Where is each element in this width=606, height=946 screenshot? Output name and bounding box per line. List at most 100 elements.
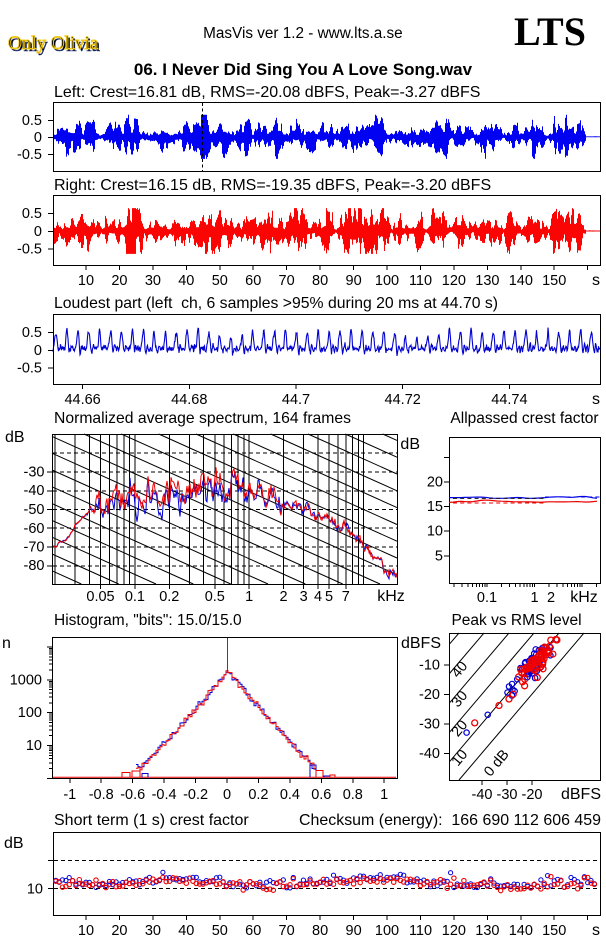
svg-text:06. I Never Did Sing You A Lov: 06. I Never Did Sing You A Love Song.wav	[134, 60, 473, 79]
svg-text:-70: -70	[24, 540, 45, 556]
svg-text:44.66: 44.66	[64, 392, 100, 408]
svg-text:0.1: 0.1	[125, 589, 145, 605]
svg-text:110: 110	[409, 923, 432, 939]
svg-text:10: 10	[27, 881, 43, 897]
svg-text:-80: -80	[24, 558, 45, 574]
svg-text:80: 80	[312, 923, 328, 939]
svg-text:1000: 1000	[10, 672, 42, 688]
svg-text:dBFS: dBFS	[561, 786, 601, 803]
svg-text:20: 20	[111, 273, 127, 289]
svg-text:-40: -40	[419, 746, 440, 762]
svg-text:dBFS: dBFS	[401, 635, 441, 652]
svg-text:20: 20	[111, 923, 127, 939]
svg-text:4: 4	[314, 589, 322, 605]
svg-text:90: 90	[346, 923, 362, 939]
svg-text:0.1: 0.1	[477, 590, 497, 606]
svg-text:5: 5	[435, 548, 443, 564]
svg-text:20: 20	[449, 717, 472, 740]
svg-text:0: 0	[34, 130, 42, 146]
svg-text:Normalized average spectrum, 1: Normalized average spectrum, 164 frames	[54, 410, 351, 427]
svg-text:Histogram, "bits": 15.0/15.0: Histogram, "bits": 15.0/15.0	[54, 612, 242, 629]
svg-text:100: 100	[375, 273, 399, 289]
svg-text:10: 10	[427, 524, 443, 540]
svg-text:0.8: 0.8	[343, 787, 363, 803]
svg-text:60: 60	[245, 273, 261, 289]
svg-text:110: 110	[409, 273, 432, 289]
svg-text:-60: -60	[24, 521, 45, 537]
svg-text:-0.6: -0.6	[120, 787, 145, 803]
svg-text:1: 1	[380, 787, 388, 803]
svg-text:44.72: 44.72	[385, 392, 421, 408]
svg-text:0.5: 0.5	[205, 589, 225, 605]
svg-text:n: n	[2, 635, 11, 652]
svg-text:80: 80	[312, 273, 328, 289]
svg-text:Only Olivia: Only Olivia	[8, 33, 99, 54]
svg-text:100: 100	[375, 923, 399, 939]
svg-text:10: 10	[78, 923, 94, 939]
svg-text:Allpassed crest factor: Allpassed crest factor	[450, 410, 598, 427]
svg-text:1: 1	[245, 589, 253, 605]
svg-text:30: 30	[145, 923, 161, 939]
svg-text:Right: Crest=16.15 dB, RMS=-19: Right: Crest=16.15 dB, RMS=-19.35 dBFS, …	[54, 177, 491, 194]
svg-text:-40: -40	[472, 787, 493, 803]
svg-text:40: 40	[178, 923, 194, 939]
svg-text:0: 0	[34, 343, 42, 359]
svg-text:0.2: 0.2	[248, 787, 268, 803]
svg-text:20: 20	[427, 475, 443, 491]
svg-text:-0.5: -0.5	[17, 147, 42, 163]
svg-text:-20: -20	[419, 687, 440, 703]
svg-text:2: 2	[280, 589, 288, 605]
svg-text:s: s	[592, 922, 600, 939]
svg-text:0.6: 0.6	[311, 787, 331, 803]
svg-text:10: 10	[26, 738, 42, 754]
svg-text:130: 130	[475, 923, 499, 939]
svg-text:kHz: kHz	[570, 589, 598, 606]
svg-text:40: 40	[178, 273, 194, 289]
svg-text:Loudest part (left ch, 6 samp: Loudest part (left ch, 6 samples >95% du…	[54, 295, 498, 312]
svg-text:1: 1	[530, 590, 538, 606]
svg-text:130: 130	[475, 273, 499, 289]
svg-text:Only Olivia: Only Olivia	[10, 35, 101, 56]
svg-text:-1: -1	[63, 787, 76, 803]
svg-text:15: 15	[427, 499, 443, 515]
svg-text:LTS: LTS	[514, 9, 586, 54]
svg-text:MasVis ver 1.2 - www.lts.a.se: MasVis ver 1.2 - www.lts.a.se	[203, 25, 403, 42]
svg-text:100: 100	[18, 705, 42, 721]
svg-text:0.4: 0.4	[280, 787, 300, 803]
svg-text:kHz: kHz	[377, 588, 405, 605]
svg-text:2: 2	[547, 590, 555, 606]
svg-text:150: 150	[542, 923, 566, 939]
svg-text:-0.8: -0.8	[89, 787, 114, 803]
svg-text:dB: dB	[4, 835, 24, 852]
svg-text:Checksum (energy): 166 690 11: Checksum (energy): 166 690 112 606 459	[299, 812, 601, 829]
svg-text:150: 150	[542, 273, 566, 289]
svg-text:90: 90	[346, 273, 362, 289]
svg-text:0: 0	[34, 224, 42, 240]
svg-text:-30: -30	[497, 787, 518, 803]
svg-text:dB: dB	[5, 429, 25, 446]
svg-text:-0.4: -0.4	[152, 787, 177, 803]
svg-text:-30: -30	[24, 465, 45, 481]
svg-text:0.2: 0.2	[159, 589, 179, 605]
svg-text:120: 120	[442, 923, 466, 939]
svg-text:-0.5: -0.5	[17, 242, 42, 258]
svg-text:0.05: 0.05	[86, 589, 114, 605]
svg-text:-50: -50	[24, 502, 45, 518]
svg-text:Peak vs RMS level: Peak vs RMS level	[451, 612, 581, 629]
svg-text:0.5: 0.5	[22, 113, 42, 129]
svg-text:44.68: 44.68	[171, 392, 207, 408]
svg-text:-10: -10	[419, 658, 440, 674]
svg-text:30: 30	[145, 273, 161, 289]
svg-text:0: 0	[223, 787, 231, 803]
svg-text:120: 120	[442, 273, 466, 289]
svg-text:0.5: 0.5	[22, 325, 42, 341]
svg-text:7: 7	[342, 589, 350, 605]
svg-text:10: 10	[78, 273, 94, 289]
svg-text:30: 30	[449, 688, 472, 711]
svg-text:140: 140	[509, 923, 533, 939]
svg-text:140: 140	[509, 273, 533, 289]
svg-text:40: 40	[449, 659, 472, 682]
svg-text:s: s	[592, 272, 600, 289]
svg-text:s: s	[592, 391, 600, 408]
svg-text:44.7: 44.7	[282, 392, 310, 408]
